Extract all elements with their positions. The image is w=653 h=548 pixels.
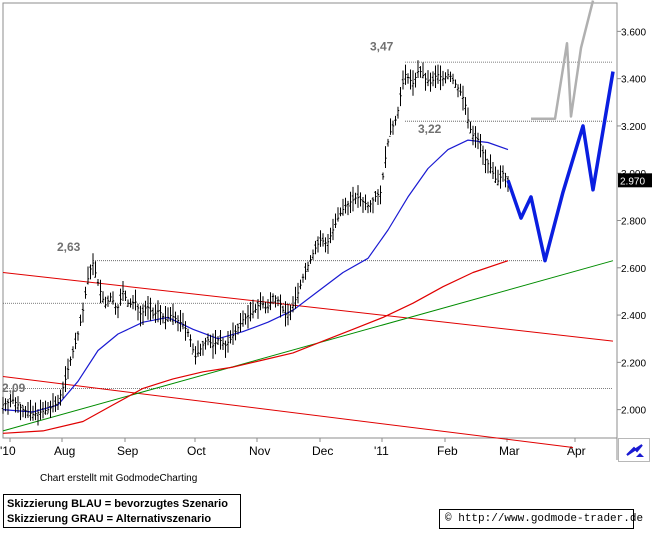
last-price-label: 2.970 xyxy=(620,176,645,187)
chart-settings-icon[interactable] xyxy=(618,438,650,462)
moving-average-long xyxy=(2,260,509,434)
price-chart: 2.0002.2002.4002.6002.8003.0003.2003.400… xyxy=(0,0,652,460)
x-tick-label: Sep xyxy=(117,444,139,458)
y-tick-label: 2.400 xyxy=(621,311,646,322)
chart-credit: Chart erstellt mit GodmodeCharting xyxy=(40,473,198,484)
x-tick-label: Oct xyxy=(187,444,206,458)
chart-svg: 2.0002.2002.4002.6002.8003.0003.2003.400… xyxy=(0,0,652,460)
legend-blue-scenario: Skizzierung BLAU = bevorzugtes Szenario xyxy=(7,498,228,510)
x-tick-label: Dec xyxy=(312,444,333,458)
legend-grey-scenario: Skizzierung GRAU = Alternativszenario xyxy=(7,513,212,525)
y-tick-label: 2.800 xyxy=(621,217,646,228)
y-tick-label: 2.200 xyxy=(621,358,646,369)
y-tick-label: 3.200 xyxy=(621,122,646,133)
trendline xyxy=(2,260,614,432)
x-tick-label: '11 xyxy=(374,444,389,458)
trendline xyxy=(2,376,574,448)
scenario-blue-path xyxy=(506,71,615,263)
x-tick-label: Nov xyxy=(249,444,270,458)
x-tick-label: Apr xyxy=(567,444,586,458)
scenario-grey-path xyxy=(531,0,595,121)
source-url[interactable]: © http://www.godmode-trader.de xyxy=(439,509,643,529)
price-annotation: 2,63 xyxy=(57,240,81,254)
last-price-marker xyxy=(618,173,652,188)
y-tick-label: 2.600 xyxy=(621,264,646,275)
plot-frame xyxy=(2,2,618,439)
copyright-icon: © xyxy=(445,513,452,525)
price-annotation: 3,22 xyxy=(418,122,442,136)
x-tick-label: Feb xyxy=(437,444,458,458)
x-tick-label: '10 xyxy=(0,444,16,458)
source-url-text[interactable]: http://www.godmode-trader.de xyxy=(458,513,644,525)
price-annotation: 2,09 xyxy=(2,381,26,395)
scenario-legend: Skizzierung BLAU = bevorzugtes Szenario … xyxy=(3,494,241,528)
y-tick-label: 3.600 xyxy=(621,27,646,38)
price-annotation: 3,47 xyxy=(370,39,394,53)
x-tick-label: Aug xyxy=(54,444,75,458)
y-tick-label: 2.000 xyxy=(621,406,646,417)
moving-average-short xyxy=(2,139,509,413)
trendline xyxy=(2,272,614,342)
x-tick-label: Mar xyxy=(499,444,520,458)
y-tick-label: 3.400 xyxy=(621,75,646,86)
